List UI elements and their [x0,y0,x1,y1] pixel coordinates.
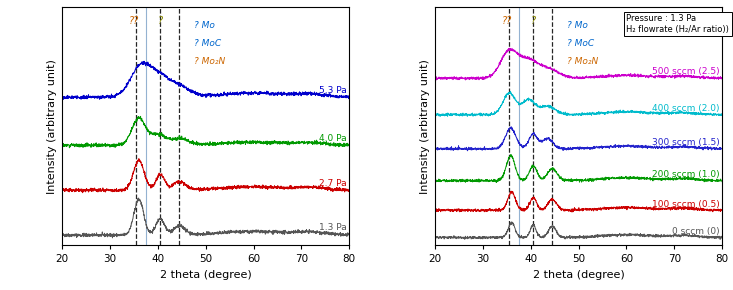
Text: 1.3 Pa: 1.3 Pa [319,223,347,233]
Text: ? MoC: ? MoC [194,39,221,48]
Text: 300 sccm (1.5): 300 sccm (1.5) [652,138,720,147]
Text: ?: ? [158,17,163,26]
Text: ? Mo: ? Mo [194,21,215,30]
X-axis label: 2 theta (degree): 2 theta (degree) [533,270,625,280]
Text: 4.0 Pa: 4.0 Pa [319,134,347,143]
Y-axis label: Intensity (arbitrary unit): Intensity (arbitrary unit) [47,59,56,194]
Text: ? MoC: ? MoC [567,39,594,48]
Text: ??: ?? [502,17,512,26]
Text: ? Mo₂N: ? Mo₂N [194,57,225,66]
Text: 2.7 Pa: 2.7 Pa [319,179,347,188]
Text: 5.3 Pa: 5.3 Pa [319,86,347,95]
Text: 100 sccm (0.5): 100 sccm (0.5) [652,200,720,209]
Y-axis label: Intensity (arbitrary unit): Intensity (arbitrary unit) [419,59,430,194]
Text: 200 sccm (1.0): 200 sccm (1.0) [652,170,720,179]
Text: 400 sccm (2.0): 400 sccm (2.0) [652,104,720,113]
X-axis label: 2 theta (degree): 2 theta (degree) [160,270,251,280]
Text: 500 sccm (2.5): 500 sccm (2.5) [652,67,720,76]
Text: ? Mo: ? Mo [567,21,588,30]
Text: ? Mo₂N: ? Mo₂N [567,57,598,66]
Text: Pressure : 1.3 Pa
H₂ flowrate (H₂/Ar ratio)): Pressure : 1.3 Pa H₂ flowrate (H₂/Ar rat… [627,14,729,34]
Text: ??: ?? [129,17,139,26]
Text: ?: ? [531,17,536,26]
Text: 0 sccm (0): 0 sccm (0) [672,227,720,236]
